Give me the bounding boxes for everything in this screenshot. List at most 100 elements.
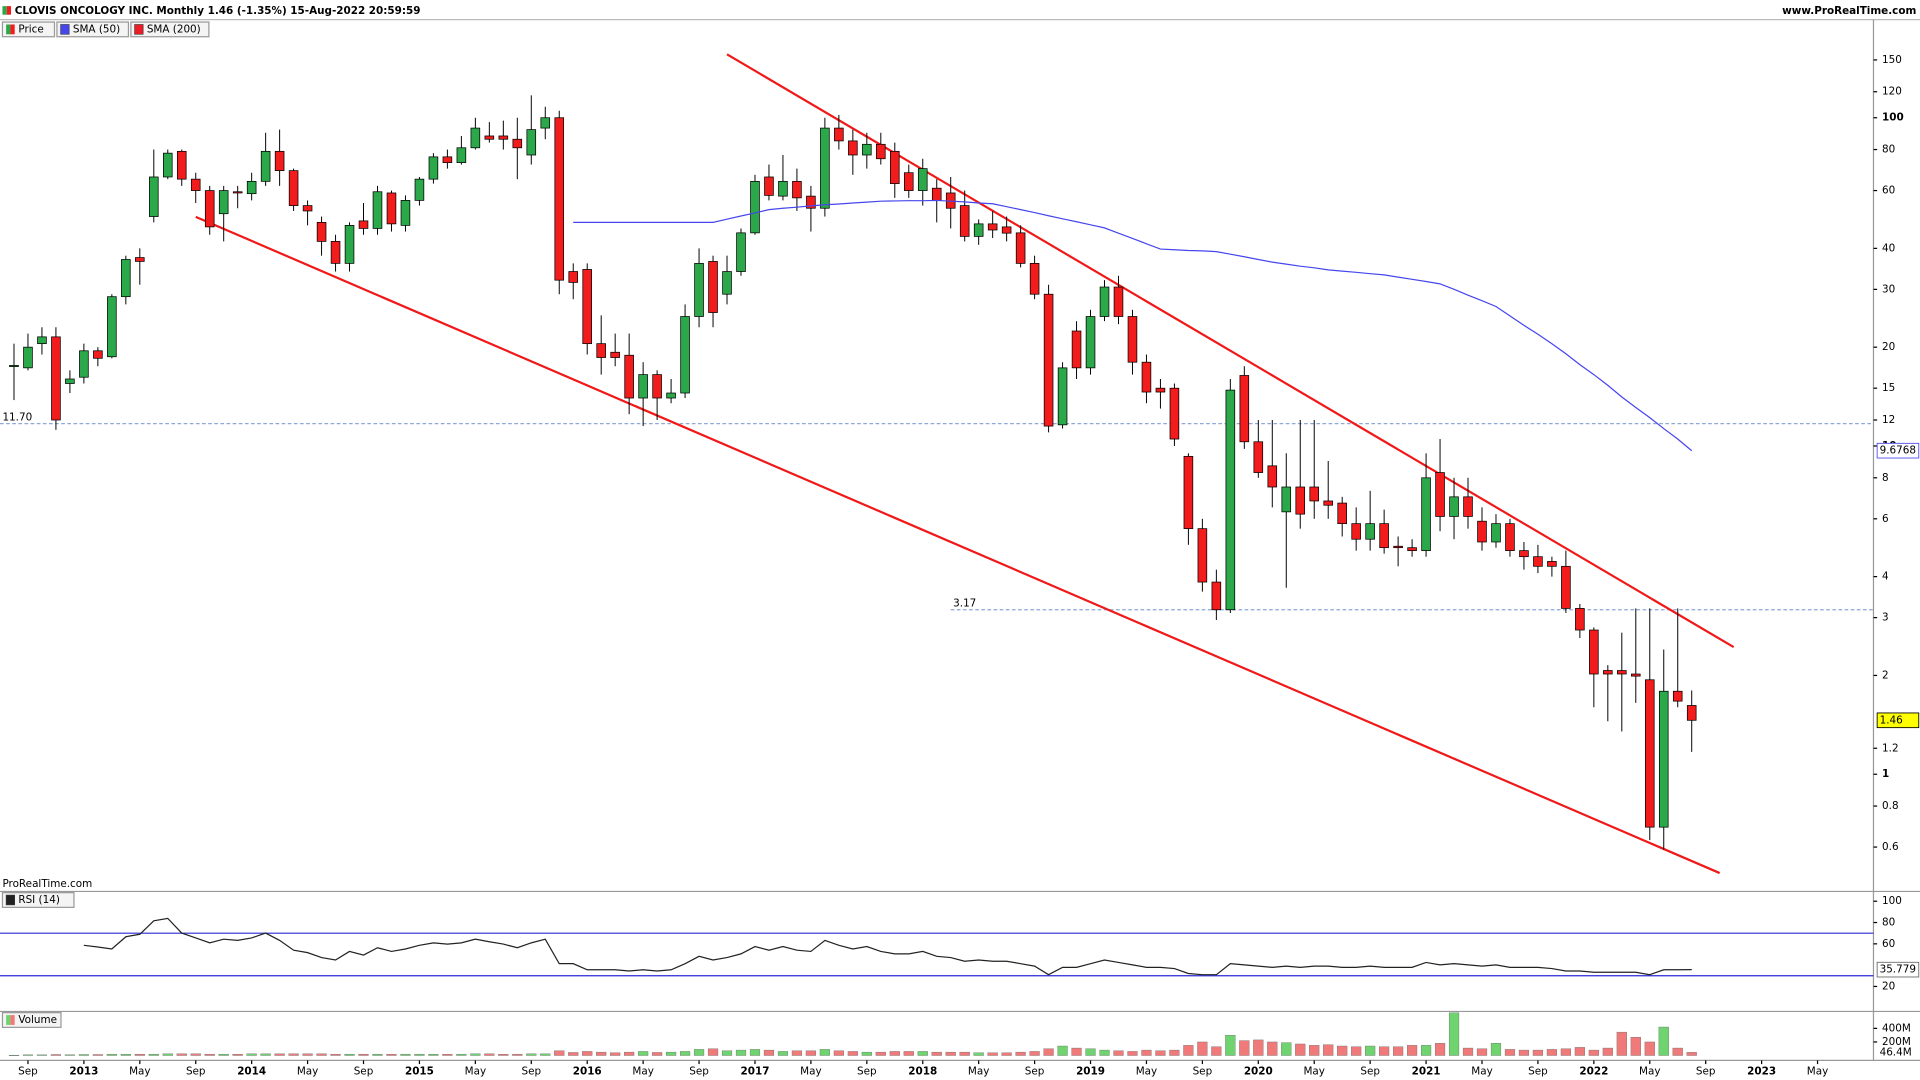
candle-body — [1141, 361, 1152, 393]
candle-body — [820, 127, 830, 209]
site-link[interactable]: www.ProRealTime.com — [1782, 5, 1916, 17]
volume-bar — [624, 1051, 635, 1056]
candle-body — [1295, 486, 1306, 515]
x-tick-label: 2014 — [237, 1065, 266, 1077]
candle-body — [736, 232, 746, 272]
volume-bar — [274, 1053, 285, 1056]
candle-body — [498, 135, 509, 140]
volume-bar — [1379, 1046, 1390, 1056]
candle-body — [470, 127, 481, 149]
candle-body — [428, 156, 439, 180]
y-tick-label: 15 — [1882, 382, 1895, 394]
volume-bar — [679, 1051, 691, 1056]
legend-label: SMA (200) — [147, 23, 201, 35]
volume-bar — [1448, 1012, 1460, 1056]
volume-bar — [456, 1053, 467, 1056]
candle-body — [526, 129, 537, 156]
trendline — [195, 215, 1721, 875]
y-tick-label: 1.2 — [1882, 742, 1899, 754]
volume-bar — [1253, 1039, 1264, 1056]
value-tag — [1877, 1046, 1914, 1059]
watermark: ProRealTime.com — [2, 878, 92, 890]
candle-body — [9, 365, 19, 367]
candle-body — [1113, 286, 1124, 317]
candle-body — [1575, 608, 1585, 631]
y-tick-label: 120 — [1882, 86, 1902, 98]
candle-body — [666, 392, 676, 399]
candle-body — [680, 316, 690, 394]
volume-bar — [1127, 1051, 1138, 1056]
candle-body — [1155, 387, 1166, 393]
volume-bar — [1476, 1048, 1488, 1056]
candle-body — [1281, 486, 1292, 513]
line-series — [83, 917, 1692, 976]
volume-bar — [610, 1052, 621, 1056]
candle-body — [1658, 690, 1669, 828]
candle-body — [512, 138, 523, 149]
volume-bar — [945, 1051, 956, 1056]
x-tick-label: 2015 — [405, 1065, 434, 1077]
volume-bar — [1323, 1044, 1334, 1056]
volume-bar — [1630, 1037, 1641, 1056]
volume-bar — [1351, 1046, 1362, 1056]
volume-bar — [246, 1053, 257, 1056]
candle-body — [246, 180, 257, 195]
legend-box — [1, 21, 56, 38]
volume-bar — [707, 1048, 719, 1056]
volume-bar — [22, 1054, 34, 1056]
volume-bar — [64, 1054, 75, 1056]
volume-bar — [288, 1053, 299, 1056]
candle-body — [121, 259, 131, 298]
legend-box — [56, 21, 130, 38]
candle-body — [568, 271, 579, 283]
y-tick-label: 150 — [1882, 54, 1902, 66]
volume-bar — [1239, 1040, 1250, 1056]
legend-label: RSI (14) — [18, 894, 60, 906]
volume-bar — [959, 1051, 970, 1056]
volume-bar — [92, 1054, 103, 1056]
candle-body — [386, 192, 397, 225]
candle-body — [1225, 389, 1236, 611]
candle-body — [1449, 496, 1459, 517]
y-tick-label: 60 — [1882, 185, 1895, 197]
x-tick-label: 2019 — [1076, 1065, 1105, 1077]
legend-icon — [134, 24, 144, 35]
volume-bar — [749, 1049, 761, 1056]
candle-body — [1407, 547, 1417, 551]
volume-bar — [554, 1050, 565, 1056]
x-tick-label: Sep — [1193, 1065, 1213, 1077]
volume-bar — [735, 1049, 747, 1056]
candle-body — [1253, 441, 1264, 473]
candle-body — [107, 296, 117, 358]
level-label: 3.17 — [953, 598, 976, 610]
volume-bar — [1546, 1049, 1557, 1056]
candle-body — [1617, 670, 1627, 675]
candle-body — [442, 156, 453, 163]
candle-body — [135, 257, 145, 262]
candle-body — [288, 170, 299, 206]
candle-body — [638, 374, 648, 399]
candle-body — [93, 350, 103, 359]
candle-body — [652, 374, 662, 399]
volume-bar — [582, 1051, 593, 1056]
candle-body — [358, 220, 369, 229]
candle-body — [1239, 375, 1250, 443]
legend-label: SMA (50) — [73, 23, 120, 35]
volume-bar — [50, 1054, 62, 1056]
x-tick-label: Sep — [1528, 1065, 1548, 1077]
candle-body — [1603, 670, 1613, 675]
x-tick-label: Sep — [186, 1065, 206, 1077]
candle-body — [1099, 286, 1110, 317]
x-tick-label: 2021 — [1412, 1065, 1441, 1077]
candle-body — [23, 346, 33, 369]
candle-body — [1519, 550, 1529, 558]
y-tick-label: 8 — [1882, 472, 1889, 484]
volume-bar — [386, 1053, 397, 1056]
volume-bar — [1169, 1049, 1180, 1056]
candle-body — [973, 223, 984, 237]
candle-body — [848, 140, 858, 156]
candle-body — [1547, 561, 1557, 567]
y-tick-label: 12 — [1882, 414, 1895, 426]
volume-bar — [106, 1053, 117, 1056]
